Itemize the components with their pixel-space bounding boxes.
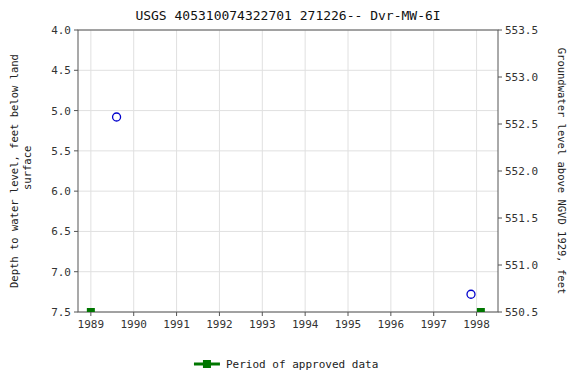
y-tick-label: 5.5 xyxy=(51,145,71,158)
plot-frame xyxy=(78,30,498,312)
legend-label: Period of approved data xyxy=(226,358,378,371)
y2-tick xyxy=(498,77,502,78)
y2-tick xyxy=(498,171,502,172)
series xyxy=(87,308,485,312)
y-tick-label: 4.0 xyxy=(51,24,71,37)
y2-tick-label: 553.5 xyxy=(505,24,538,37)
square-marker xyxy=(477,308,485,312)
y-axis: 4.0 4.5 5.0 5.5 6.0 6.5 7.0 7.5 xyxy=(51,24,78,319)
y-tick xyxy=(74,30,78,31)
y2-tick-label: 551.0 xyxy=(505,259,538,272)
y2-tick-label: 552.5 xyxy=(505,118,538,131)
x-tick xyxy=(305,312,306,316)
y-tick-label: 7.0 xyxy=(51,266,71,279)
x-tick-label: 1994 xyxy=(292,318,319,331)
x-tick xyxy=(90,312,91,316)
title: USGS 405310074322701 271226-- Dvr-MW-6I xyxy=(135,8,440,23)
grid-line-x xyxy=(390,30,391,312)
y2-tick xyxy=(498,265,502,266)
legend-swatch-marker xyxy=(203,360,211,368)
x-tick xyxy=(390,312,391,316)
x-tick-label: 1989 xyxy=(78,318,105,331)
x-tick xyxy=(476,312,477,316)
chart: 1989 1990 1991 1992 1993 1994 1995 1996 1997 1998… xyxy=(0,0,576,384)
y2-tick xyxy=(498,124,502,125)
grid-line-x xyxy=(433,30,434,312)
x-tick xyxy=(433,312,434,316)
point xyxy=(113,113,121,121)
y2-tick-label: 550.5 xyxy=(505,306,538,319)
x-axis: 1989 1990 1991 1992 1993 1994 1995 1996 1997 1998 xyxy=(78,312,490,331)
x-tick-label: 1997 xyxy=(420,318,447,331)
x-tick xyxy=(176,312,177,316)
y2-tick xyxy=(498,312,502,313)
y-tick-label: 4.5 xyxy=(51,64,71,77)
x-tick-label: 1993 xyxy=(249,318,276,331)
grid-line-y xyxy=(78,191,498,192)
grid-line-x xyxy=(219,30,220,312)
y-axis-label-line: Depth to water level, feet below land xyxy=(8,54,20,288)
y-tick xyxy=(74,271,78,272)
legend: Period of approved data xyxy=(194,358,378,371)
x-tick xyxy=(219,312,220,316)
marks xyxy=(87,113,485,312)
point xyxy=(467,290,475,298)
y-tick-label: 6.0 xyxy=(51,185,71,198)
y-axis-label-line: surface xyxy=(21,146,33,197)
square-marker xyxy=(87,308,95,312)
y-tick xyxy=(74,312,78,313)
y-tick xyxy=(74,70,78,71)
grid-line-x xyxy=(348,30,349,312)
x-tick xyxy=(348,312,349,316)
y-tick xyxy=(74,231,78,232)
grid xyxy=(78,30,498,312)
y2-tick-label: 553.0 xyxy=(505,71,538,84)
y2-tick-label: 552.0 xyxy=(505,165,538,178)
series xyxy=(113,113,475,298)
x-tick-label: 1992 xyxy=(206,318,233,331)
x-tick xyxy=(133,312,134,316)
y-tick xyxy=(74,150,78,151)
y-tick-label: 6.5 xyxy=(51,225,71,238)
y2-axis: 553.5 553.0 552.5 552.0 551.5 551.0 550.5 xyxy=(498,24,538,319)
grid-line-y xyxy=(78,110,498,111)
grid-line-x xyxy=(262,30,263,312)
y-tick-label: 7.5 xyxy=(51,306,71,319)
y2-tick xyxy=(498,218,502,219)
y2-tick xyxy=(498,30,502,31)
grid-line-y xyxy=(78,231,498,232)
grid-line-x xyxy=(476,30,477,312)
y-tick xyxy=(74,110,78,111)
y-tick-label: 5.0 xyxy=(51,105,71,118)
x-tick-label: 1998 xyxy=(463,318,490,331)
grid-line-y xyxy=(78,70,498,71)
grid-line-y xyxy=(78,271,498,272)
grid-line-x xyxy=(176,30,177,312)
y2-tick-label: 551.5 xyxy=(505,212,538,225)
x-tick-label: 1995 xyxy=(335,318,362,331)
grid-line-y xyxy=(78,150,498,151)
x-tick-label: 1991 xyxy=(163,318,190,331)
x-tick-label: 1990 xyxy=(120,318,147,331)
grid-line-x xyxy=(90,30,91,312)
grid-line-x xyxy=(305,30,306,312)
y2-axis-label: Groundwater level above NGVD 1929, feet xyxy=(556,48,568,295)
y-axis-label: Depth to water level, feet below land su… xyxy=(8,54,33,288)
y-tick xyxy=(74,191,78,192)
grid-line-x xyxy=(133,30,134,312)
x-tick xyxy=(262,312,263,316)
x-tick-label: 1996 xyxy=(378,318,405,331)
